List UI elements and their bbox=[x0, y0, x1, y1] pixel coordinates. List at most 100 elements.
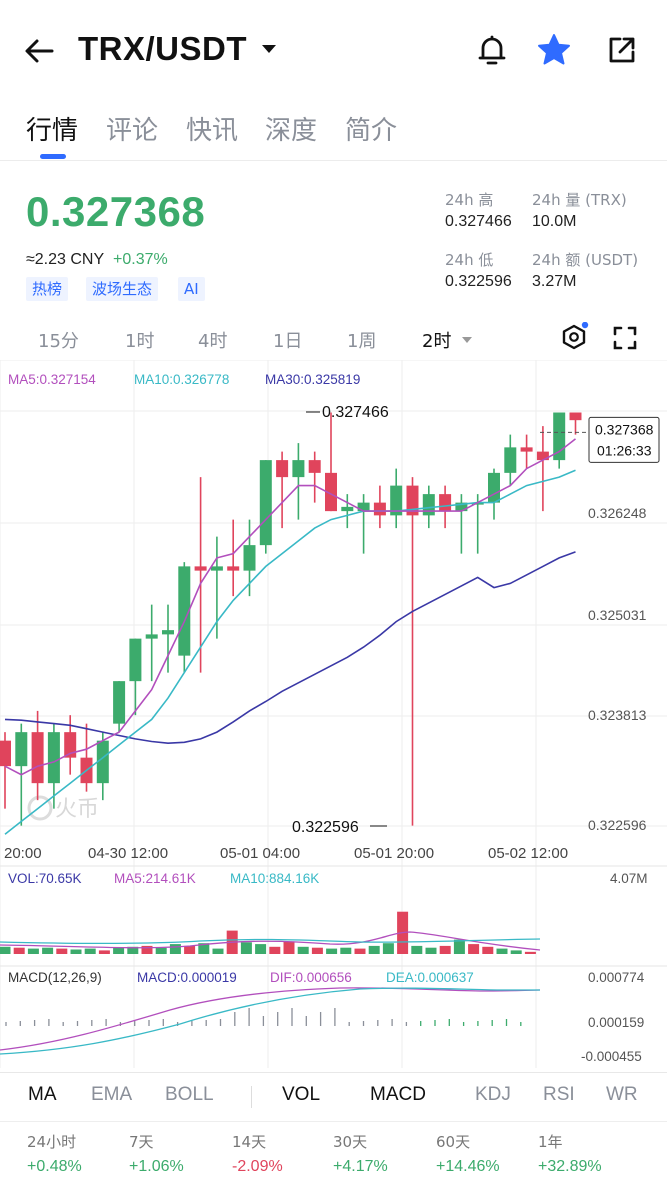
ma5-legend: MA5:0.327154 bbox=[8, 372, 96, 387]
current-price-label: 0.327368 bbox=[595, 421, 654, 437]
candle-body bbox=[471, 502, 484, 505]
perf-value-7d: +1.06% bbox=[129, 1158, 184, 1175]
volume-bar bbox=[340, 947, 352, 954]
star-icon[interactable] bbox=[536, 32, 572, 68]
share-icon[interactable] bbox=[606, 34, 638, 66]
pair-title[interactable]: TRX/USDT bbox=[78, 30, 247, 67]
tab-intro[interactable]: 简介 bbox=[345, 116, 398, 146]
interval-2h[interactable]: 2时 bbox=[422, 331, 452, 352]
x-tick-label: 05-01 04:00 bbox=[220, 845, 300, 862]
interval-1w[interactable]: 1周 bbox=[347, 331, 377, 352]
volume-bar bbox=[98, 950, 110, 954]
volume-bar bbox=[311, 947, 323, 954]
back-arrow-icon[interactable] bbox=[22, 34, 56, 68]
tag-ai[interactable]: AI bbox=[178, 277, 205, 301]
indicator-macd[interactable]: MACD bbox=[370, 1084, 426, 1105]
interval-caret-icon[interactable] bbox=[462, 337, 472, 343]
amount-label: 24h 额 (USDT) bbox=[532, 251, 639, 269]
bell-icon[interactable] bbox=[476, 33, 508, 67]
price-chart[interactable]: 火币 0.326248 0.325031 0.323813 0.322596 0.327… bbox=[0, 360, 667, 1072]
interval-1h[interactable]: 1时 bbox=[125, 331, 155, 352]
watermark-logo-icon bbox=[27, 795, 53, 821]
current-price-box bbox=[588, 416, 660, 463]
candle-body bbox=[47, 732, 60, 784]
candle-body bbox=[520, 447, 533, 452]
indicator-boll[interactable]: BOLL bbox=[165, 1084, 214, 1105]
indicator-wr[interactable]: WR bbox=[606, 1084, 638, 1105]
fullscreen-icon[interactable] bbox=[611, 324, 639, 352]
vol-ma10-legend: MA10:884.16K bbox=[230, 871, 320, 886]
candle-body bbox=[276, 460, 289, 478]
dea-value: DEA:0.000637 bbox=[386, 970, 474, 985]
high-value: 0.327466 bbox=[445, 213, 512, 230]
volume-bar bbox=[141, 945, 153, 954]
vol-legend: VOL:70.65K bbox=[8, 871, 82, 886]
volume-bar bbox=[212, 948, 224, 954]
tag-hot[interactable]: 热榜 bbox=[26, 277, 69, 301]
watermark-text: 火币 bbox=[55, 797, 99, 822]
candle-body bbox=[308, 460, 321, 473]
indicator-vol[interactable]: VOL bbox=[282, 1084, 321, 1105]
tab-market[interactable]: 行情 bbox=[26, 116, 79, 146]
volume-bar bbox=[255, 944, 267, 954]
candle-body bbox=[243, 545, 256, 571]
volume-bar bbox=[198, 943, 210, 954]
ma30-line bbox=[4, 551, 576, 745]
candle-body bbox=[325, 472, 337, 512]
volume-bar bbox=[453, 939, 465, 954]
volume-bar bbox=[411, 945, 423, 954]
candle-body bbox=[488, 472, 500, 503]
macd-title: MACD(12,26,9) bbox=[8, 970, 102, 985]
indicator-ma[interactable]: MA bbox=[28, 1084, 57, 1105]
dif-value: DIF:0.000656 bbox=[270, 970, 352, 985]
high-label: 24h 高 bbox=[445, 191, 494, 209]
candle-body bbox=[292, 460, 305, 478]
candle-body bbox=[536, 451, 549, 461]
tab-news[interactable]: 快讯 bbox=[186, 116, 239, 146]
interval-4h[interactable]: 4时 bbox=[198, 331, 228, 352]
divider bbox=[0, 160, 667, 161]
volume-bar bbox=[84, 948, 96, 954]
settings-hexagon-icon[interactable] bbox=[559, 321, 589, 352]
candle-body bbox=[439, 494, 452, 512]
indicator-rsi[interactable]: RSI bbox=[543, 1084, 575, 1105]
low-value: 0.322596 bbox=[445, 273, 512, 290]
tag-tron-ecosystem[interactable]: 波场生态 bbox=[86, 277, 159, 301]
tab-depth[interactable]: 深度 bbox=[265, 116, 318, 146]
volume-bar bbox=[127, 946, 139, 954]
vol-max-label: 4.07M bbox=[610, 871, 648, 886]
candle-body bbox=[455, 502, 468, 512]
candle-body bbox=[178, 566, 191, 656]
candle-body bbox=[422, 494, 435, 516]
volume-bar bbox=[297, 946, 309, 954]
candle-body bbox=[504, 447, 517, 473]
volume-ma5-line bbox=[0, 931, 541, 951]
tab-active-indicator bbox=[40, 154, 66, 159]
candle-body bbox=[390, 485, 403, 516]
interval-15m[interactable]: 15分 bbox=[38, 331, 79, 352]
volume-bar bbox=[283, 941, 295, 954]
indicator-ema[interactable]: EMA bbox=[91, 1084, 133, 1105]
macd-ytick-top: 0.000774 bbox=[588, 970, 645, 985]
perf-label-14d: 14天 bbox=[232, 1133, 267, 1151]
divider bbox=[0, 1121, 667, 1122]
divider bbox=[0, 1072, 667, 1073]
y-tick-label: 0.325031 bbox=[588, 607, 647, 623]
indicator-kdj[interactable]: KDJ bbox=[475, 1084, 511, 1105]
perf-label-30d: 30天 bbox=[333, 1133, 368, 1151]
perf-value-60d: +14.46% bbox=[436, 1158, 500, 1175]
volume-bar bbox=[13, 947, 25, 954]
candle-body bbox=[113, 681, 126, 724]
interval-1d[interactable]: 1日 bbox=[273, 331, 303, 352]
candle-body bbox=[129, 638, 142, 682]
volume-bar bbox=[482, 946, 494, 954]
x-tick-label: 05-01 20:00 bbox=[354, 845, 434, 862]
candle-body bbox=[406, 485, 419, 516]
tab-comments[interactable]: 评论 bbox=[106, 116, 159, 146]
candle-body bbox=[341, 506, 354, 512]
volume-ma10-line bbox=[0, 938, 541, 945]
dif-line bbox=[0, 987, 541, 1051]
volume-bar bbox=[56, 948, 68, 954]
caret-down-icon[interactable] bbox=[262, 45, 276, 53]
volume-bar bbox=[27, 948, 39, 954]
